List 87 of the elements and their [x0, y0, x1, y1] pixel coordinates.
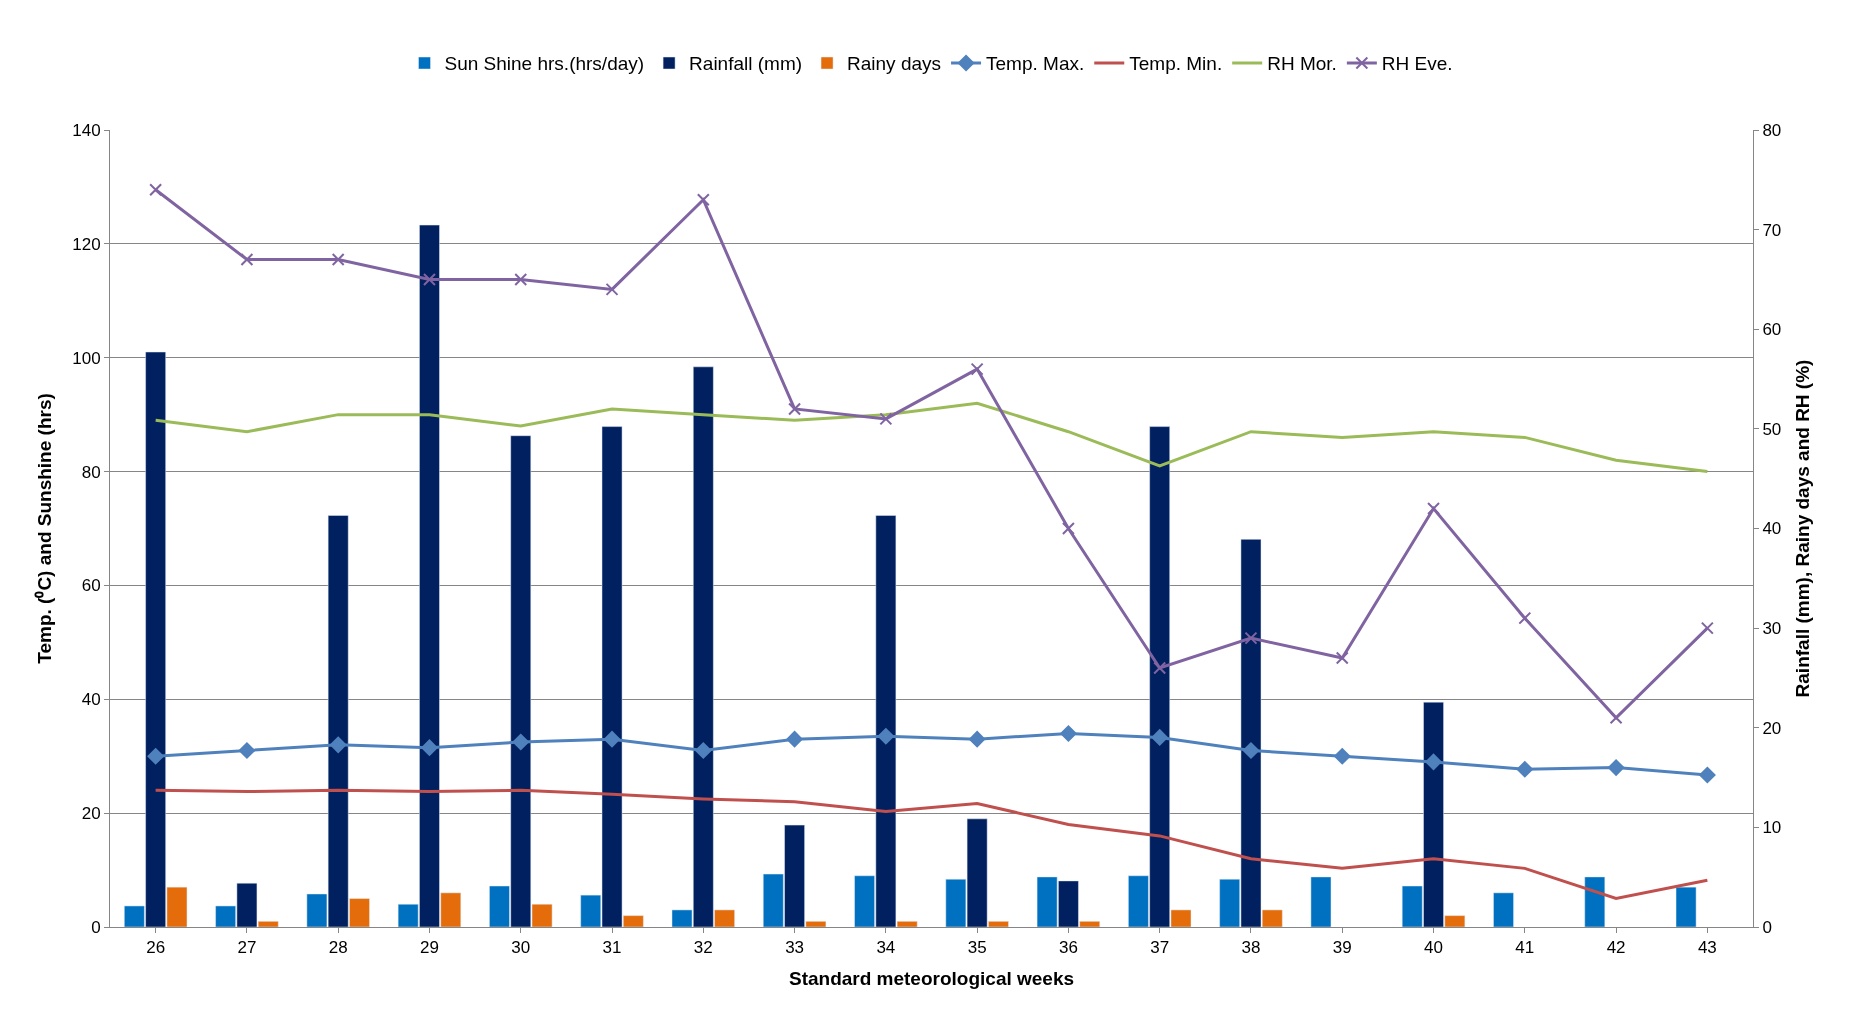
y-axis-title: Temp. (⁰C) and Sunshine (hrs) [34, 393, 56, 664]
y2-tick-label: 40 [1762, 519, 1782, 539]
line-series [154, 401, 1709, 474]
legend-label: Sun Shine hrs.(hrs/day) [444, 53, 645, 75]
y2-axis-title: Rainfall (mm), Rainy days and RH (%) [1792, 359, 1814, 698]
y-tick-label: 100 [72, 348, 101, 368]
y-tick-label: 0 [91, 917, 101, 937]
point [605, 282, 619, 296]
y2-tick-label: 80 [1762, 120, 1782, 140]
legend-label: Rainy days [847, 53, 942, 75]
point [1607, 759, 1625, 776]
y2-tick-label: 70 [1762, 220, 1782, 240]
point [968, 730, 986, 748]
point [1516, 761, 1533, 778]
y-tick-label: 40 [81, 690, 101, 710]
point [149, 183, 163, 197]
point [421, 739, 438, 756]
y2-tick-label: 20 [1762, 718, 1782, 738]
y-tick-label: 80 [81, 462, 101, 482]
x-tick-label: 39 [1332, 938, 1352, 958]
line-series [154, 788, 1709, 901]
point [786, 730, 803, 748]
x-tick-label: 41 [1515, 938, 1535, 958]
x-tick-label: 28 [328, 938, 348, 958]
legend-label: RH Eve. [1381, 53, 1453, 75]
point [1425, 753, 1442, 771]
x-tick-label: 32 [693, 938, 713, 958]
point [1334, 748, 1351, 765]
point [1151, 729, 1168, 746]
point [1699, 766, 1716, 784]
bar [1310, 876, 1332, 927]
point [1427, 502, 1441, 516]
x-tick-label: 42 [1606, 938, 1626, 958]
x-tick-label: 34 [876, 938, 896, 958]
legend-label: Temp. Max. [986, 53, 1085, 75]
point [970, 362, 984, 376]
legend-label: Temp. Min. [1129, 53, 1223, 75]
bar [1675, 886, 1697, 927]
x-tick-label: 37 [1150, 938, 1170, 958]
legend-label: Rainfall (mm) [689, 53, 803, 75]
point [1244, 631, 1258, 645]
point [696, 193, 710, 207]
x-tick-label: 30 [511, 938, 531, 958]
point [788, 402, 802, 416]
y2-tick-label: 50 [1762, 419, 1782, 439]
x-tick-label: 43 [1697, 938, 1717, 958]
point [512, 733, 529, 751]
x-axis-title: Standard meteorological weeks [788, 968, 1075, 990]
y-tick-label: 120 [72, 234, 101, 254]
x-tick-label: 36 [1058, 938, 1078, 958]
bar [1493, 892, 1514, 927]
point [1060, 725, 1077, 742]
point [879, 412, 893, 426]
point [1061, 522, 1075, 535]
x-tick-label: 35 [967, 938, 987, 958]
point [331, 253, 345, 267]
point [1518, 611, 1532, 625]
x-tick-label: 29 [420, 938, 439, 958]
point [147, 748, 164, 765]
point [240, 253, 254, 267]
x-tick-label: 26 [146, 938, 166, 958]
point [238, 742, 256, 759]
point [514, 272, 528, 286]
point [1609, 711, 1623, 725]
x-tick-label: 38 [1241, 938, 1261, 958]
y-tick-label: 60 [81, 576, 101, 596]
point [1700, 621, 1714, 635]
point [877, 728, 895, 745]
point [1335, 651, 1349, 665]
y-tick-label: 20 [81, 804, 101, 824]
point [1242, 742, 1260, 759]
y2-tick-label: 30 [1762, 619, 1782, 639]
x-tick-label: 27 [237, 938, 257, 958]
x-tick-label: 40 [1424, 938, 1443, 958]
point [422, 272, 436, 286]
y-tick-label: 140 [72, 120, 101, 140]
y2-tick-label: 60 [1762, 320, 1782, 340]
y2-tick-label: 0 [1762, 917, 1772, 937]
y2-tick-label: 10 [1762, 818, 1782, 838]
point [330, 736, 347, 753]
x-tick-label: 31 [602, 938, 622, 958]
bar [1584, 876, 1606, 927]
legend-label: RH Mor. [1267, 53, 1337, 75]
x-tick-label: 33 [785, 938, 805, 958]
point [1153, 661, 1167, 675]
point [603, 730, 621, 748]
point [695, 742, 712, 759]
